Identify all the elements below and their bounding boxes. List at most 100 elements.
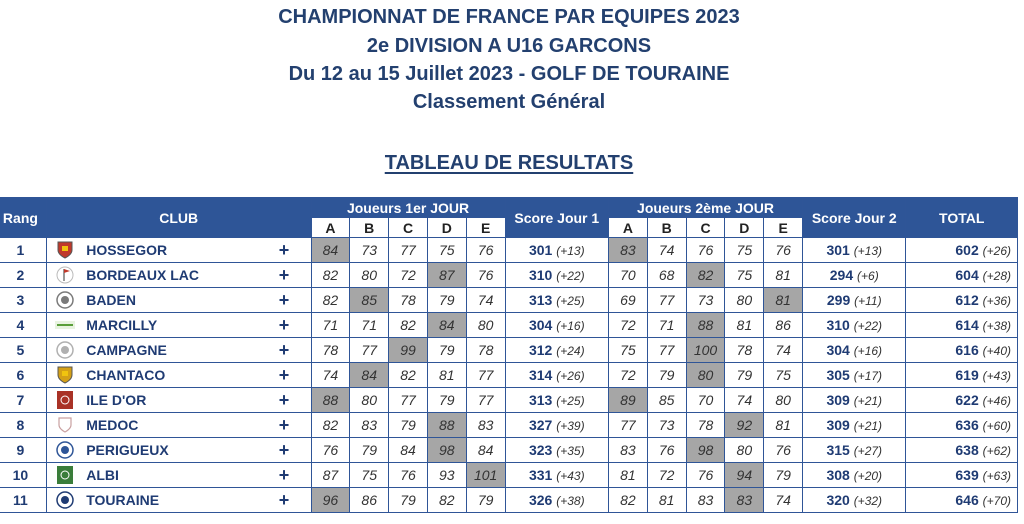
- expand-button[interactable]: +: [257, 412, 312, 438]
- col-score2: Score Jour 2: [802, 197, 907, 238]
- day2-score-cell: 77: [607, 412, 648, 438]
- table-row: 5 CAMPAGNE +78 77 99 79 78 312 (+24) 75 77 100 78 74…: [0, 337, 1018, 363]
- total-diff: (+40): [982, 344, 1011, 358]
- club-name: BORDEAUX LAC: [82, 262, 258, 288]
- day2-score-cell: 71: [646, 312, 687, 338]
- day2-score-cell: 73: [685, 287, 726, 313]
- day2-score-cell: 78: [685, 412, 726, 438]
- expand-button[interactable]: +: [257, 237, 312, 263]
- day2-score-cell: 72: [607, 312, 648, 338]
- total-score: 619: [955, 367, 979, 383]
- day2-score-cell: 68: [646, 262, 687, 288]
- day1-score-cell: 71: [349, 312, 390, 338]
- day2-score-cell: 83: [607, 237, 648, 263]
- expand-button[interactable]: +: [257, 437, 312, 463]
- expand-button[interactable]: +: [257, 387, 312, 413]
- expand-button[interactable]: +: [257, 337, 312, 363]
- club-logo: [45, 237, 83, 263]
- score-day1-diff: (+25): [556, 294, 585, 308]
- round-logo: [55, 340, 75, 360]
- player-a-header: A: [607, 217, 648, 238]
- day2-score-cell: 73: [646, 412, 687, 438]
- day2-score-cell: 82: [607, 487, 648, 513]
- col-club: CLUB: [45, 197, 312, 238]
- club-name: HOSSEGOR: [82, 237, 258, 263]
- expand-button[interactable]: +: [257, 287, 312, 313]
- day1-score-cell: 82: [310, 412, 351, 438]
- expand-button[interactable]: +: [257, 312, 312, 338]
- expand-button[interactable]: +: [257, 487, 312, 513]
- round-logo: [55, 490, 75, 510]
- day2-score-cell: 100: [685, 337, 726, 363]
- table-row: 6 CHANTACO +74 84 82 81 77 314 (+26) 72 79 80 79 75 3…: [0, 362, 1018, 388]
- score-day1-cell: 304 (+16): [504, 312, 609, 338]
- day1-score-cell: 101: [465, 462, 506, 488]
- total-diff: (+38): [982, 319, 1011, 333]
- golf-flag-logo: [55, 265, 75, 285]
- total-diff: (+36): [982, 294, 1011, 308]
- square-logo: [55, 465, 75, 485]
- score-day1-cell: 312 (+24): [504, 337, 609, 363]
- day2-score-cell: 76: [646, 437, 687, 463]
- day2-score-cell: 81: [607, 462, 648, 488]
- day2-score-cell: 70: [685, 387, 726, 413]
- day1-score-cell: 79: [426, 287, 467, 313]
- rank-cell: 10: [0, 462, 47, 488]
- score-day1-diff: (+38): [556, 494, 585, 508]
- player-c-header: C: [685, 217, 726, 238]
- title-line-1: CHAMPIONNAT DE FRANCE PAR EQUIPES 2023: [278, 6, 740, 28]
- score-day2-cell: 294 (+6): [802, 262, 907, 288]
- score-day1-cell: 331 (+43): [504, 462, 609, 488]
- score-day1-diff: (+22): [556, 269, 585, 283]
- day2-score-cell: 89: [607, 387, 648, 413]
- day1-score-cell: 82: [310, 287, 351, 313]
- player-d-header: D: [426, 217, 467, 238]
- total-cell: 622 (+46): [905, 387, 1018, 413]
- day1-score-cell: 78: [465, 337, 506, 363]
- table-row: 3 BADEN +82 85 78 79 74 313 (+25) 69 77 73 80 81 299 …: [0, 287, 1018, 313]
- score-day2: 309: [826, 392, 850, 408]
- expand-button[interactable]: +: [257, 362, 312, 388]
- day1-score-cell: 78: [310, 337, 351, 363]
- score-day1-cell: 301 (+13): [504, 237, 609, 263]
- rank-cell: 6: [0, 362, 47, 388]
- player-c-header: C: [388, 217, 428, 238]
- club-logo: [45, 487, 83, 513]
- total-score: 646: [955, 492, 979, 508]
- score-day1-cell: 323 (+35): [504, 437, 609, 463]
- club-logo: [45, 412, 83, 438]
- score-day2-diff: (+16): [853, 344, 883, 358]
- day1-score-cell: 76: [388, 462, 428, 488]
- score-day1: 314: [528, 367, 553, 383]
- score-day2: 308: [826, 467, 850, 483]
- total-cell: 638 (+62): [905, 437, 1018, 463]
- round-logo: [55, 440, 75, 460]
- total-score: 602: [955, 242, 979, 258]
- score-day1: 301: [528, 242, 553, 258]
- player-a-header: A: [310, 217, 351, 238]
- expand-button[interactable]: +: [257, 262, 312, 288]
- total-cell: 612 (+36): [905, 287, 1018, 313]
- total-diff: (+46): [982, 394, 1011, 408]
- day1-score-cell: 99: [388, 337, 428, 363]
- score-day2-diff: (+21): [853, 419, 883, 433]
- club-name: TOURAINE: [82, 487, 258, 513]
- day1-score-cell: 82: [310, 262, 351, 288]
- day1-score-cell: 98: [426, 437, 467, 463]
- player-d-header: D: [724, 217, 765, 238]
- table-row: 2 BORDEAUX LAC +82 80 72 87 76 310 (+22) 70 68 82 7…: [0, 262, 1018, 288]
- col-score1: Score Jour 1: [504, 197, 609, 238]
- score-day1-diff: (+16): [556, 319, 585, 333]
- day2-score-cell: 81: [763, 412, 804, 438]
- score-day2-cell: 309 (+21): [802, 412, 907, 438]
- club-logo: [45, 462, 83, 488]
- expand-button[interactable]: +: [257, 462, 312, 488]
- score-day2: 305: [826, 367, 850, 383]
- col-total: TOTAL: [905, 197, 1018, 238]
- day1-score-cell: 83: [349, 412, 390, 438]
- day1-score-cell: 96: [310, 487, 351, 513]
- col-day1: Joueurs 1er JOUR: [310, 197, 506, 218]
- total-diff: (+63): [982, 469, 1011, 483]
- day1-score-cell: 77: [388, 237, 428, 263]
- col-rang: Rang: [0, 197, 47, 238]
